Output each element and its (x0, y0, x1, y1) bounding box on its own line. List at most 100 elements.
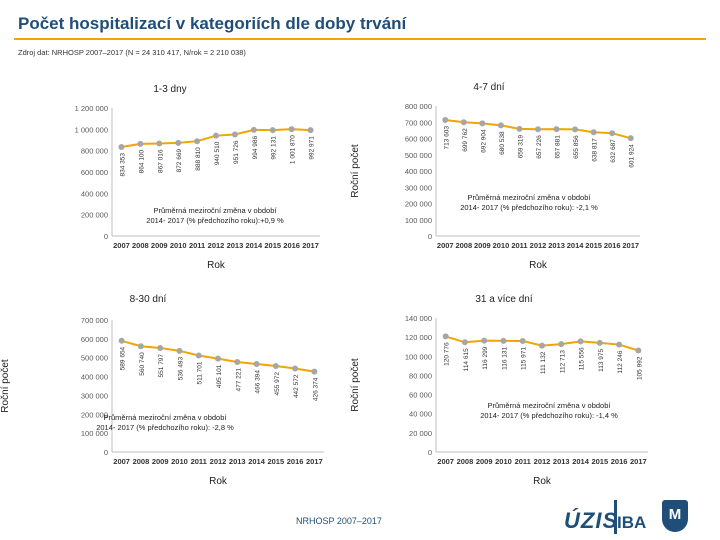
data-point (253, 361, 260, 368)
y-tick-label: 60 000 (409, 391, 432, 400)
data-point (577, 338, 584, 345)
data-label: 834 353 (119, 153, 126, 177)
x-tick-label: 2011 (189, 241, 205, 250)
x-tick-label: 2014 (572, 457, 590, 466)
chart-1-3-days: 1-3 dny 0 200 000 400 000 600 000 800 000 1 00… (75, 84, 320, 271)
data-label: 680 538 (499, 131, 506, 155)
y-tick-label: 500 000 (81, 354, 108, 363)
data-label: 951 726 (233, 140, 240, 164)
data-point (627, 135, 634, 142)
x-tick-label: 2014 (248, 457, 266, 466)
x-tick-label: 2007 (437, 457, 454, 466)
data-point (558, 341, 565, 348)
data-point (213, 132, 219, 139)
data-point (156, 140, 163, 147)
data-label: 1 001 870 (290, 135, 297, 164)
data-point (137, 343, 144, 350)
data-point (288, 126, 295, 133)
data-point (215, 355, 221, 362)
y-tick-label: 500 000 (405, 151, 432, 160)
data-point (307, 127, 314, 134)
muni-logo: M (662, 500, 688, 532)
change-annotation: Průměrná meziroční změna v období (468, 193, 592, 202)
x-tick-label: 2013 (227, 241, 244, 250)
y-tick-label: 800 000 (81, 147, 108, 156)
data-point (500, 337, 507, 344)
chart-title: 8-30 dní (130, 294, 167, 305)
data-point (616, 341, 623, 348)
data-point (195, 352, 202, 359)
data-label: 120 776 (444, 342, 451, 366)
y-tick-label: 100 000 (405, 216, 432, 225)
x-tick-label: 2011 (191, 457, 207, 466)
y-tick-label: 800 000 (405, 102, 432, 111)
data-point (497, 122, 504, 129)
y-axis-label: Roční počet (350, 144, 361, 198)
data-label: 455 972 (274, 372, 281, 396)
x-tick-label: 2016 (283, 241, 300, 250)
x-tick-label: 2007 (437, 241, 454, 250)
x-tick-label: 2008 (132, 241, 149, 250)
data-label: 638 817 (592, 138, 599, 162)
x-tick-label: 2012 (208, 241, 225, 250)
x-tick-label: 2009 (151, 241, 168, 250)
data-label: 713 603 (443, 126, 450, 150)
data-point (442, 333, 449, 340)
data-label: 466 394 (255, 370, 262, 394)
y-tick-label: 200 000 (81, 410, 108, 419)
uzis-logo: ÚZIS (564, 508, 619, 533)
data-point (194, 138, 201, 145)
x-tick-label: 2012 (530, 241, 547, 250)
y-tick-label: 80 000 (409, 371, 432, 380)
x-tick-label: 2016 (611, 457, 628, 466)
data-label: 112 713 (559, 350, 566, 373)
data-label: 116 299 (482, 346, 489, 369)
x-tick-label: 2010 (171, 457, 188, 466)
data-point (176, 347, 183, 354)
data-point (137, 140, 144, 147)
data-point (250, 126, 257, 133)
data-point (272, 363, 279, 370)
x-tick-label: 2016 (287, 457, 304, 466)
data-point (481, 337, 488, 344)
y-tick-label: 700 000 (405, 118, 432, 127)
data-label: 111 132 (540, 351, 547, 374)
data-label: 511 701 (197, 361, 204, 384)
data-point (292, 365, 299, 372)
y-tick-label: 400 000 (81, 189, 108, 198)
x-tick-label: 2013 (229, 457, 246, 466)
x-tick-label: 2007 (113, 241, 130, 250)
x-tick-label: 2010 (493, 241, 510, 250)
data-source-note: Zdroj dat: NRHOSP 2007–2017 (N = 24 310 … (18, 48, 246, 57)
data-point (572, 126, 579, 133)
chart-4-7-days: 4-7 dní 0 100 000 200 000 300 000 400 000 500 … (350, 82, 640, 271)
y-tick-label: 700 000 (81, 316, 108, 325)
data-label: 112 246 (617, 350, 624, 373)
data-point (442, 117, 449, 124)
data-label: 115 556 (579, 347, 586, 370)
chart-31-plus-days: 31 a více dní 0 20 000 40 000 60 000 80 000 10… (350, 294, 648, 487)
data-label: 699 762 (462, 128, 469, 152)
chart-8-30-days: 8-30 dní 0 100 000 200 000 300 000 400 000 500… (0, 294, 324, 487)
y-tick-label: 0 (428, 232, 432, 241)
y-tick-label: 400 000 (81, 373, 108, 382)
x-tick-label: 2015 (267, 457, 284, 466)
x-tick-label: 2014 (567, 241, 585, 250)
change-annotation: Průměrná meziroční změna v období (104, 413, 228, 422)
data-label: 992 131 (271, 136, 278, 160)
iba-logo: IBA (617, 513, 647, 532)
y-tick-label: 600 000 (81, 168, 108, 177)
change-annotation: 2014- 2017 (% předchozího roku): -1,4 % (480, 411, 618, 420)
data-point (519, 337, 526, 344)
change-annotation: 2014- 2017 (% předchozího roku): -2,8 % (96, 423, 234, 432)
x-tick-label: 2017 (306, 457, 323, 466)
data-label: 940 510 (214, 141, 221, 165)
y-tick-label: 40 000 (409, 410, 432, 419)
data-point (231, 131, 238, 138)
y-tick-label: 600 000 (405, 135, 432, 144)
chart-title: 31 a více dní (475, 294, 532, 305)
data-point (157, 344, 164, 351)
chart-title: 1-3 dny (153, 84, 186, 95)
data-label: 495 101 (216, 364, 223, 388)
data-point (539, 342, 545, 349)
